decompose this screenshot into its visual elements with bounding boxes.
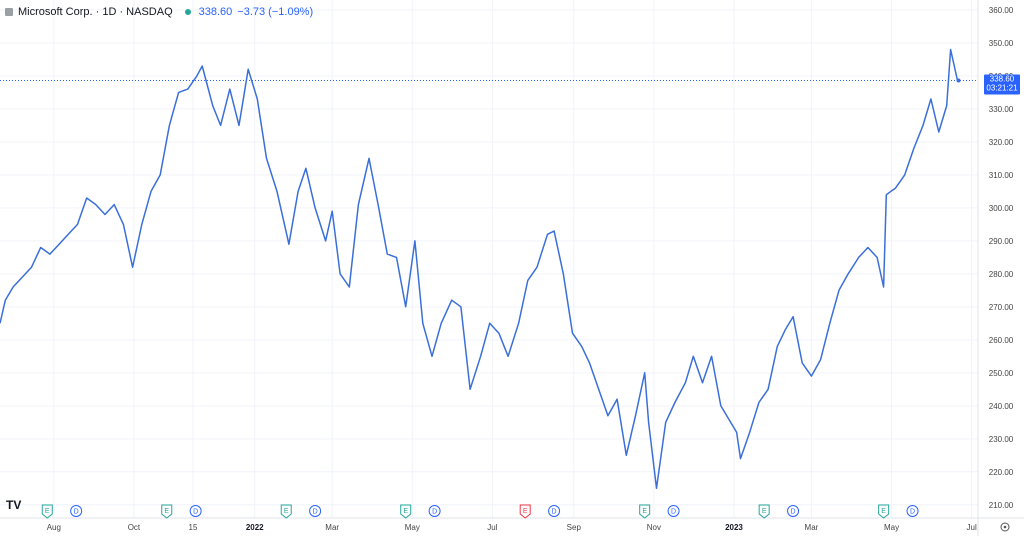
svg-text:TV: TV	[6, 498, 21, 512]
y-tick-label: 230.00	[989, 435, 1014, 444]
price-label-price: 338.60	[990, 75, 1015, 84]
time-axis[interactable]: Aug Oct 15 2022 Mar May Jul Sep Nov 2023 Mar May Jul	[47, 523, 977, 532]
earnings-marker[interactable]: E	[519, 504, 531, 519]
dividend-marker[interactable]: D	[548, 505, 561, 517]
earnings-marker[interactable]: E	[280, 504, 292, 519]
x-tick-label: May	[884, 523, 899, 532]
x-tick-label: 2023	[725, 523, 743, 532]
earnings-marker[interactable]: E	[41, 504, 53, 519]
price-label-background	[984, 74, 1020, 95]
price-label: 338.60 03:21:21	[984, 74, 1020, 95]
y-tick-label: 290.00	[989, 237, 1014, 246]
svg-text:D: D	[74, 509, 79, 516]
y-tick-label: 330.00	[989, 105, 1014, 114]
y-tick-label: 240.00	[989, 402, 1014, 411]
symbol-price: 338.60	[198, 6, 233, 18]
y-tick-label: 310.00	[989, 171, 1014, 180]
y-tick-label: 220.00	[989, 468, 1014, 477]
x-tick-label: Jul	[967, 523, 977, 532]
tradingview-logo[interactable]: TV	[6, 498, 21, 512]
x-tick-label: Aug	[47, 523, 61, 532]
earnings-marker[interactable]: E	[161, 504, 173, 519]
svg-text:D: D	[432, 509, 437, 516]
dividend-marker[interactable]: D	[667, 505, 680, 517]
x-tick-label: Mar	[805, 523, 819, 532]
svg-text:D: D	[910, 509, 915, 516]
earnings-marker[interactable]: E	[878, 504, 890, 519]
svg-text:E: E	[523, 508, 528, 515]
x-tick-label: Jul	[487, 523, 497, 532]
symbol-icon	[5, 8, 13, 16]
market-status-dot-icon	[184, 9, 191, 15]
y-tick-label: 360.00	[989, 6, 1014, 15]
settings-gear-icon[interactable]	[1000, 522, 1010, 532]
y-tick-label: 350.00	[989, 39, 1014, 48]
svg-text:D: D	[193, 509, 198, 516]
svg-text:E: E	[881, 508, 886, 515]
svg-text:E: E	[762, 508, 767, 515]
svg-text:E: E	[284, 508, 289, 515]
x-tick-label: Oct	[128, 523, 141, 532]
series-line	[0, 48, 960, 490]
x-tick-label: Mar	[325, 523, 339, 532]
price-label-countdown: 03:21:21	[986, 84, 1018, 93]
dividend-marker[interactable]: D	[189, 505, 202, 517]
earnings-marker[interactable]: E	[639, 504, 651, 519]
price-axis[interactable]: 210.00 220.00 230.00 240.00 250.00 260.00 270.…	[989, 6, 1014, 510]
y-tick-label: 260.00	[989, 336, 1014, 345]
y-tick-label: 300.00	[989, 204, 1014, 213]
svg-text:E: E	[45, 508, 50, 515]
y-tick-label: 250.00	[989, 369, 1014, 378]
svg-text:D: D	[313, 509, 318, 516]
x-tick-label: 2022	[246, 523, 264, 532]
y-tick-label: 280.00	[989, 270, 1014, 279]
svg-text:E: E	[164, 508, 169, 515]
x-tick-label: 15	[189, 523, 198, 532]
x-tick-label: Sep	[567, 523, 582, 532]
svg-text:D: D	[791, 509, 796, 516]
dividend-marker[interactable]: D	[787, 505, 800, 517]
y-tick-label: 210.00	[989, 501, 1014, 510]
x-tick-label: May	[405, 523, 420, 532]
svg-text:E: E	[403, 508, 408, 515]
symbol-header: Microsoft Corp. · 1D · NASDAQ 338.60 −3.…	[5, 4, 313, 20]
last-price-dot	[956, 78, 961, 83]
y-tick-label: 270.00	[989, 303, 1014, 312]
dividend-marker[interactable]: D	[428, 505, 441, 517]
symbol-change: −3.73 (−1.09%)	[237, 6, 314, 18]
svg-text:D: D	[552, 509, 557, 516]
dividend-marker[interactable]: D	[309, 505, 322, 517]
symbol-title[interactable]: Microsoft Corp. · 1D · NASDAQ	[18, 6, 173, 18]
dividend-marker[interactable]: D	[906, 505, 919, 517]
svg-text:D: D	[671, 509, 676, 516]
y-tick-label: 320.00	[989, 138, 1014, 147]
chart-grid	[0, 0, 978, 518]
svg-text:E: E	[642, 508, 647, 515]
dividend-marker[interactable]: D	[70, 505, 83, 517]
earnings-marker[interactable]: E	[400, 504, 412, 519]
x-tick-label: Nov	[647, 523, 661, 532]
earnings-marker[interactable]: E	[758, 504, 770, 519]
